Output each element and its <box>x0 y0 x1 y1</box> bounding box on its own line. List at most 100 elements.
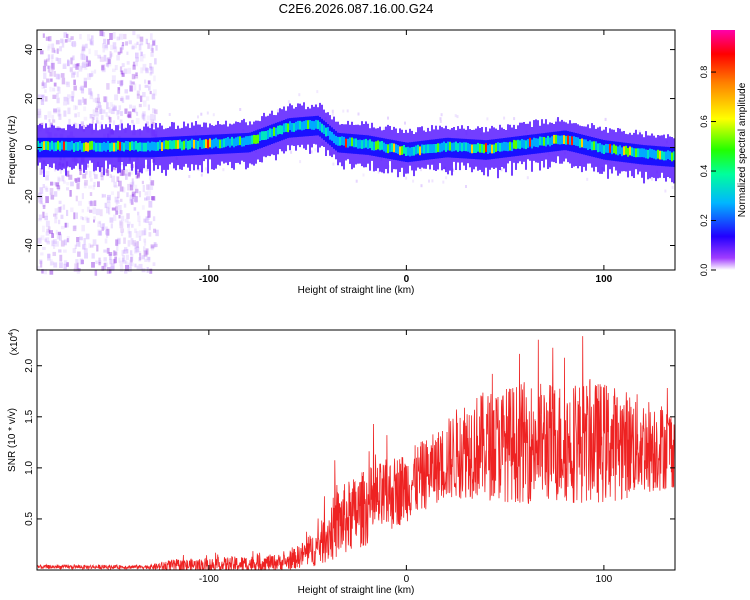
spectrogram-band-core <box>409 147 411 157</box>
snr-scale-close: ) <box>9 329 20 332</box>
spectrogram-band-core <box>483 144 485 154</box>
spectrogram-noise-cell <box>126 51 129 55</box>
spectrogram-noise-cell <box>65 170 70 177</box>
spectrogram-noise-cell <box>120 198 123 202</box>
spectrogram-noise-cell <box>42 246 46 250</box>
spectrogram-noise-cell <box>153 75 156 82</box>
spectrogram-band-core <box>329 130 331 140</box>
spectrogram-noise-cell <box>119 169 124 177</box>
spectrogram-noise-cell <box>72 55 75 60</box>
spectrogram-band-core <box>197 140 199 150</box>
spectrogram-noise-cell <box>106 83 110 90</box>
spectrogram-noise-cell <box>138 44 142 51</box>
spectrogram-noise-cell <box>60 225 65 230</box>
spectrogram-band-core <box>469 143 471 153</box>
spectrogram-noise-cell <box>54 216 58 224</box>
spectrogram-noise-cell <box>123 203 127 208</box>
spectrogram-noise-cell <box>128 172 131 177</box>
spectrogram-noise-cell <box>91 117 94 124</box>
spectrogram-noise-cell <box>124 89 129 94</box>
spectrogram-noise-cell <box>113 214 117 221</box>
spectrogram-noise-cell <box>148 86 151 91</box>
spectrogram-band-core <box>381 141 383 150</box>
spectrogram-noise-cell <box>138 103 142 108</box>
spectrogram-band-core <box>313 121 315 130</box>
spectrogram-band-core <box>395 144 397 153</box>
spectrogram-band-core <box>317 120 319 130</box>
spectrogram-noise-cell <box>45 231 50 236</box>
spectrogram-noise-cell <box>104 44 108 49</box>
spectrogram-noise-cell <box>70 96 74 102</box>
spectrogram-noise-cell <box>45 212 48 217</box>
spectrogram-noise-cell <box>56 97 60 104</box>
spectrogram-noise-cell <box>58 113 62 120</box>
spectrogram-noise-cell <box>50 261 55 266</box>
spectrogram-noise-cell <box>129 198 134 204</box>
spectrogram-noise-cell <box>87 60 91 67</box>
spectrogram-band-core <box>239 136 241 146</box>
spectrogram-noise-cell <box>127 67 132 74</box>
spectrogram-band-core <box>63 141 65 151</box>
spectrogram-band-core <box>423 144 425 154</box>
spectrogram-noise-cell <box>94 50 98 56</box>
spectrogram-noise-cell <box>113 181 117 188</box>
spectrogram-band-core <box>273 127 275 136</box>
spectrogram-noise-cell <box>76 177 80 184</box>
spectrogram-noise-cell <box>127 240 131 247</box>
spectrogram-band-core <box>297 120 299 130</box>
spectrogram-band-core <box>115 142 117 152</box>
spectrogram-noise-cell <box>137 173 140 179</box>
spectrogram-noise-cell <box>316 90 319 94</box>
spectrogram-noise-cell <box>136 34 141 39</box>
spectrogram-noise-cell <box>146 196 150 201</box>
spectrogram-noise-cell <box>142 63 147 71</box>
spectrogram-noise-cell <box>145 96 150 101</box>
spectrogram-noise-cell <box>78 65 83 72</box>
spectrogram-y-tick-label: 40 <box>24 44 35 56</box>
spectrogram-noise-cell <box>133 83 137 91</box>
spectrogram-noise-cell <box>132 181 135 186</box>
spectrogram-band-core <box>477 142 479 152</box>
spectrogram-noise-cell <box>89 171 92 178</box>
spectrogram-band-core <box>287 123 289 133</box>
spectrogram-noise-cell <box>79 87 83 91</box>
spectrogram-band-core <box>373 141 375 151</box>
spectrogram-band-core <box>189 140 191 150</box>
spectrogram-noise-cell <box>149 72 153 76</box>
spectrogram-band-core <box>67 141 69 151</box>
spectrogram-band-core <box>453 142 455 152</box>
spectrogram-noise-cell <box>120 228 125 233</box>
spectrogram-band-core <box>507 142 509 152</box>
spectrogram-noise-cell <box>134 43 138 49</box>
spectrogram-noise-cell <box>120 96 124 102</box>
spectrogram-noise-cell <box>63 263 67 270</box>
spectrogram-noise-cell <box>75 259 79 264</box>
spectrogram-band-core <box>593 141 595 151</box>
spectrogram-noise-cell <box>129 80 132 85</box>
spectrogram-noise-cell <box>77 177 81 182</box>
spectrogram-noise-cell <box>52 181 57 186</box>
spectrogram-band-core <box>251 135 253 145</box>
spectrogram-noise-cell <box>109 174 112 178</box>
spectrogram-band-core <box>241 137 243 147</box>
spectrogram-noise-cell <box>124 249 128 254</box>
spectrogram-band-core <box>255 135 257 144</box>
spectrogram-noise-cell <box>139 51 143 57</box>
spectrogram-noise-cell <box>115 239 119 246</box>
spectrogram-noise-cell <box>100 115 104 120</box>
spectrogram-noise-cell <box>147 42 150 49</box>
spectrogram-noise-cell <box>144 79 147 84</box>
spectrogram-noise-cell <box>59 262 63 269</box>
spectrogram-noise-cell <box>80 88 85 94</box>
spectrogram-noise-cell <box>53 262 58 268</box>
spectrogram-noise-cell <box>40 269 44 273</box>
spectrogram-noise-cell <box>442 180 445 184</box>
snr-y-tick-label: 1.5 <box>24 409 35 423</box>
spectrogram-noise-cell <box>76 241 80 247</box>
spectrogram-band-core <box>613 144 615 154</box>
spectrogram-noise-cell <box>84 99 87 104</box>
spectrogram-noise-cell <box>99 209 103 217</box>
spectrogram-noise-cell <box>638 130 641 134</box>
spectrogram-noise-cell <box>51 43 55 48</box>
spectrogram-noise-cell <box>134 188 139 194</box>
